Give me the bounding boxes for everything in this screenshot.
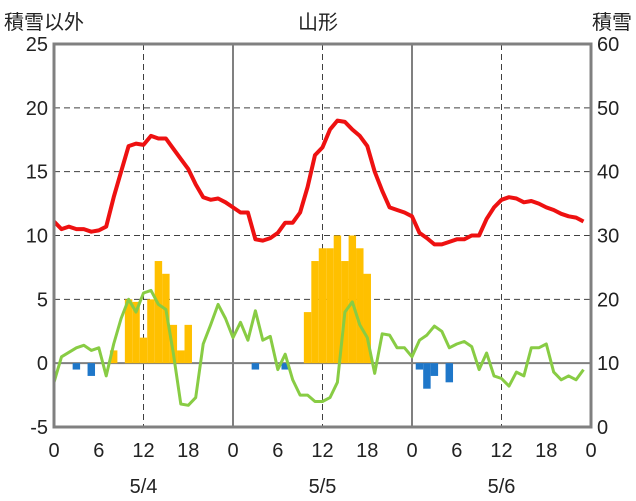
bar bbox=[132, 301, 140, 364]
bar bbox=[348, 235, 357, 364]
bar bbox=[147, 299, 155, 364]
left-tick-label: 0 bbox=[37, 353, 48, 375]
bar bbox=[72, 363, 81, 370]
x-tick-label: 12 bbox=[490, 440, 512, 462]
series-line bbox=[52, 118, 585, 247]
bars bbox=[72, 235, 454, 389]
series-line bbox=[52, 288, 585, 407]
x-tick-label: 12 bbox=[132, 440, 154, 462]
series-lines bbox=[52, 118, 585, 407]
bar bbox=[363, 273, 371, 364]
right-tick-label: 50 bbox=[597, 98, 619, 120]
bar bbox=[333, 235, 342, 364]
bar bbox=[251, 363, 260, 370]
left-tick-label: 20 bbox=[26, 98, 48, 120]
x-tick-label: 0 bbox=[227, 440, 238, 462]
left-tick-label: -5 bbox=[30, 417, 48, 439]
x-tick-label: 0 bbox=[585, 440, 596, 462]
left-tick-label: 15 bbox=[26, 162, 48, 184]
bar bbox=[318, 248, 327, 364]
bar bbox=[423, 363, 431, 389]
bar bbox=[169, 324, 178, 364]
bar bbox=[124, 299, 133, 364]
right-axis-label: 積雪 bbox=[592, 10, 632, 34]
x-tick-label: 6 bbox=[93, 440, 104, 462]
date-label: 5/6 bbox=[488, 476, 516, 498]
x-tick-label: 0 bbox=[406, 440, 417, 462]
x-tick-label: 0 bbox=[48, 440, 59, 462]
x-tick-label: 18 bbox=[356, 440, 378, 462]
x-tick-label: 6 bbox=[451, 440, 462, 462]
x-tick-label: 6 bbox=[272, 440, 283, 462]
right-tick-label: 10 bbox=[597, 353, 619, 375]
bar bbox=[415, 363, 424, 370]
left-tick-label: 10 bbox=[26, 226, 48, 248]
bar bbox=[109, 350, 118, 364]
bar bbox=[356, 248, 364, 364]
bar bbox=[184, 324, 192, 364]
bar bbox=[177, 350, 185, 364]
bar bbox=[430, 363, 439, 376]
chart-title: 山形 bbox=[298, 10, 338, 34]
left-tick-label: 5 bbox=[37, 289, 48, 311]
bar bbox=[281, 363, 289, 370]
right-tick-label: 0 bbox=[597, 417, 608, 439]
bar bbox=[154, 261, 163, 364]
x-tick-label: 12 bbox=[311, 440, 333, 462]
bar bbox=[326, 248, 334, 364]
date-label: 5/4 bbox=[130, 476, 158, 498]
grid-lines bbox=[54, 44, 591, 427]
x-tick-label: 18 bbox=[177, 440, 199, 462]
right-tick-label: 60 bbox=[597, 34, 619, 56]
right-tick-label: 40 bbox=[597, 162, 619, 184]
bar bbox=[139, 337, 148, 364]
right-tick-label: 30 bbox=[597, 226, 619, 248]
left-axis-label: 積雪以外 bbox=[4, 10, 84, 34]
bar bbox=[303, 312, 312, 364]
bar bbox=[162, 273, 170, 364]
date-label: 5/5 bbox=[309, 476, 337, 498]
bar bbox=[87, 363, 96, 376]
left-tick-label: 25 bbox=[26, 34, 48, 56]
right-tick-label: 20 bbox=[597, 289, 619, 311]
bar bbox=[311, 261, 319, 364]
plot-frame bbox=[52, 42, 593, 429]
x-tick-label: 18 bbox=[535, 440, 557, 462]
bar bbox=[445, 363, 454, 383]
